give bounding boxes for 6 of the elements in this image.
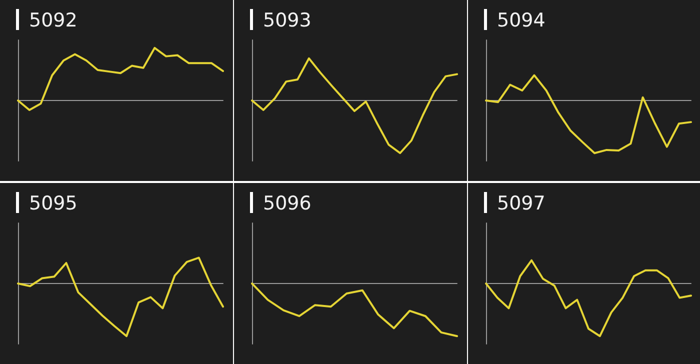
chart-title: 5092 (29, 10, 78, 32)
chart-title: 5093 (263, 10, 312, 32)
chart-title: 5097 (497, 192, 546, 214)
chart-title: 5095 (29, 192, 78, 214)
chart-title: 5096 (263, 192, 312, 214)
chart-title: 5094 (497, 10, 546, 32)
